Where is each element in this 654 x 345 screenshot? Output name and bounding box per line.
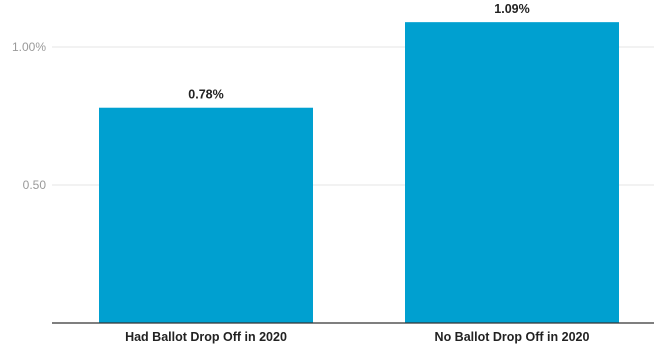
bar — [99, 107, 313, 323]
y-tick-label: 1.00% — [12, 40, 46, 54]
category-label: Had Ballot Drop Off in 2020 — [125, 330, 287, 344]
bars — [99, 22, 619, 323]
y-tick-label: 0.50 — [23, 178, 47, 192]
data-labels: 0.78% 1.09% — [188, 2, 529, 102]
y-axis-ticks: 0.50 1.00% — [12, 40, 46, 192]
data-label: 1.09% — [494, 2, 529, 16]
bar — [405, 22, 619, 323]
category-label: No Ballot Drop Off in 2020 — [435, 330, 590, 344]
data-label: 0.78% — [188, 88, 223, 102]
category-labels: Had Ballot Drop Off in 2020 No Ballot Dro… — [125, 330, 589, 344]
